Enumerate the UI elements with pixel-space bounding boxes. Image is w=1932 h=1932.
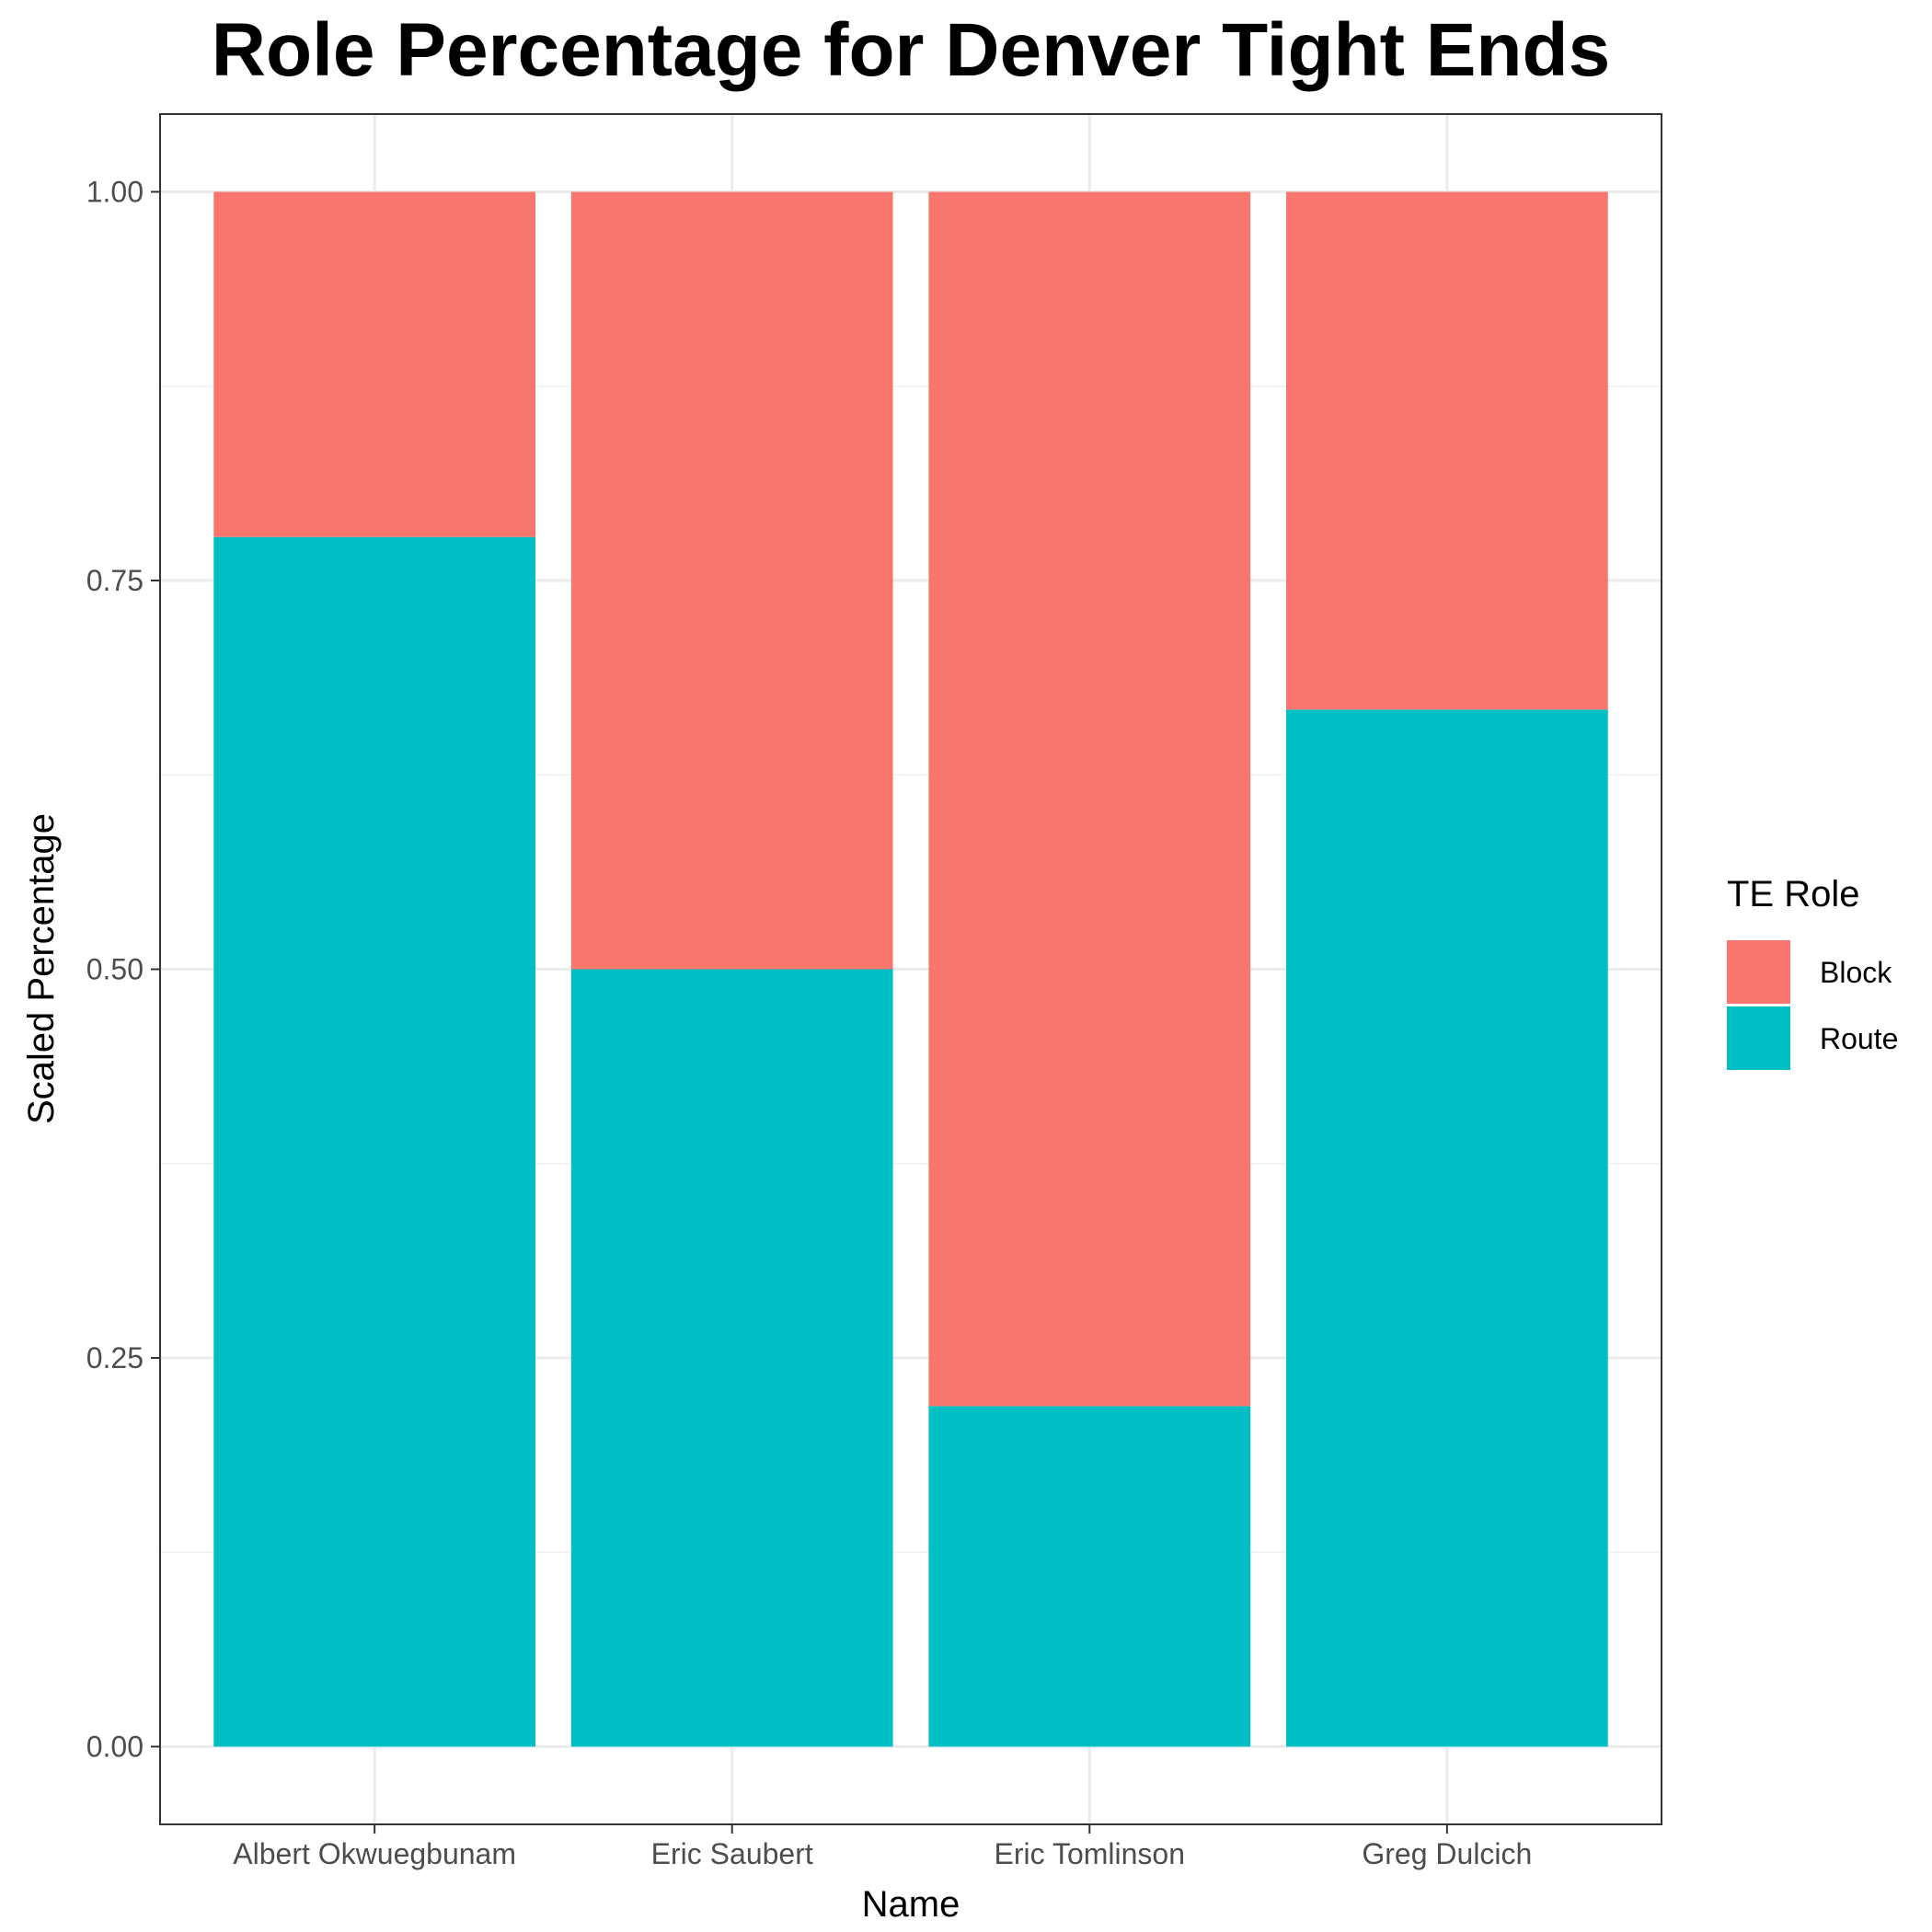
x-tick-label: Eric Saubert: [651, 1837, 813, 1870]
y-tick-label: 0.50: [86, 953, 144, 986]
bar-block-eric-tomlinson: [928, 191, 1251, 1407]
x-axis-title: Name: [862, 1884, 960, 1925]
bar-block-greg-dulcich: [1286, 191, 1608, 710]
x-tick-label: Eric Tomlinson: [995, 1837, 1185, 1870]
bar-route-eric-tomlinson: [928, 1406, 1251, 1747]
y-tick-label: 0.75: [86, 564, 144, 597]
bar-route-albert-okwuegbunam: [213, 536, 536, 1747]
bars: [213, 191, 1608, 1747]
legend-swatch-block: [1727, 940, 1790, 1004]
bar-block-albert-okwuegbunam: [213, 191, 536, 537]
x-tick-label: Albert Okwuegbunam: [233, 1837, 516, 1870]
y-axis: 0.00 0.25 0.50 0.75 1.00: [86, 176, 160, 1764]
bar-block-eric-saubert: [570, 191, 893, 970]
y-tick-label: 1.00: [86, 176, 144, 209]
bar-route-greg-dulcich: [1286, 709, 1608, 1747]
legend-swatch-route: [1727, 1006, 1790, 1070]
bar-route-eric-saubert: [570, 969, 893, 1747]
legend: TE Role Block Route: [1727, 874, 1898, 1070]
legend-label-block: Block: [1820, 956, 1892, 989]
x-axis: Albert Okwuegbunam Eric Saubert Eric Tomli…: [233, 1824, 1532, 1870]
y-axis-title: Scaled Percentage: [21, 813, 62, 1124]
y-tick-label: 0.00: [86, 1731, 144, 1764]
legend-label-route: Route: [1820, 1022, 1898, 1055]
legend-items: Block Route: [1727, 940, 1898, 1070]
legend-title: TE Role: [1727, 874, 1860, 914]
x-tick-label: Greg Dulcich: [1362, 1837, 1532, 1870]
y-tick-label: 0.25: [86, 1341, 144, 1374]
chart-title: Role Percentage for Denver Tight Ends: [212, 8, 1610, 92]
